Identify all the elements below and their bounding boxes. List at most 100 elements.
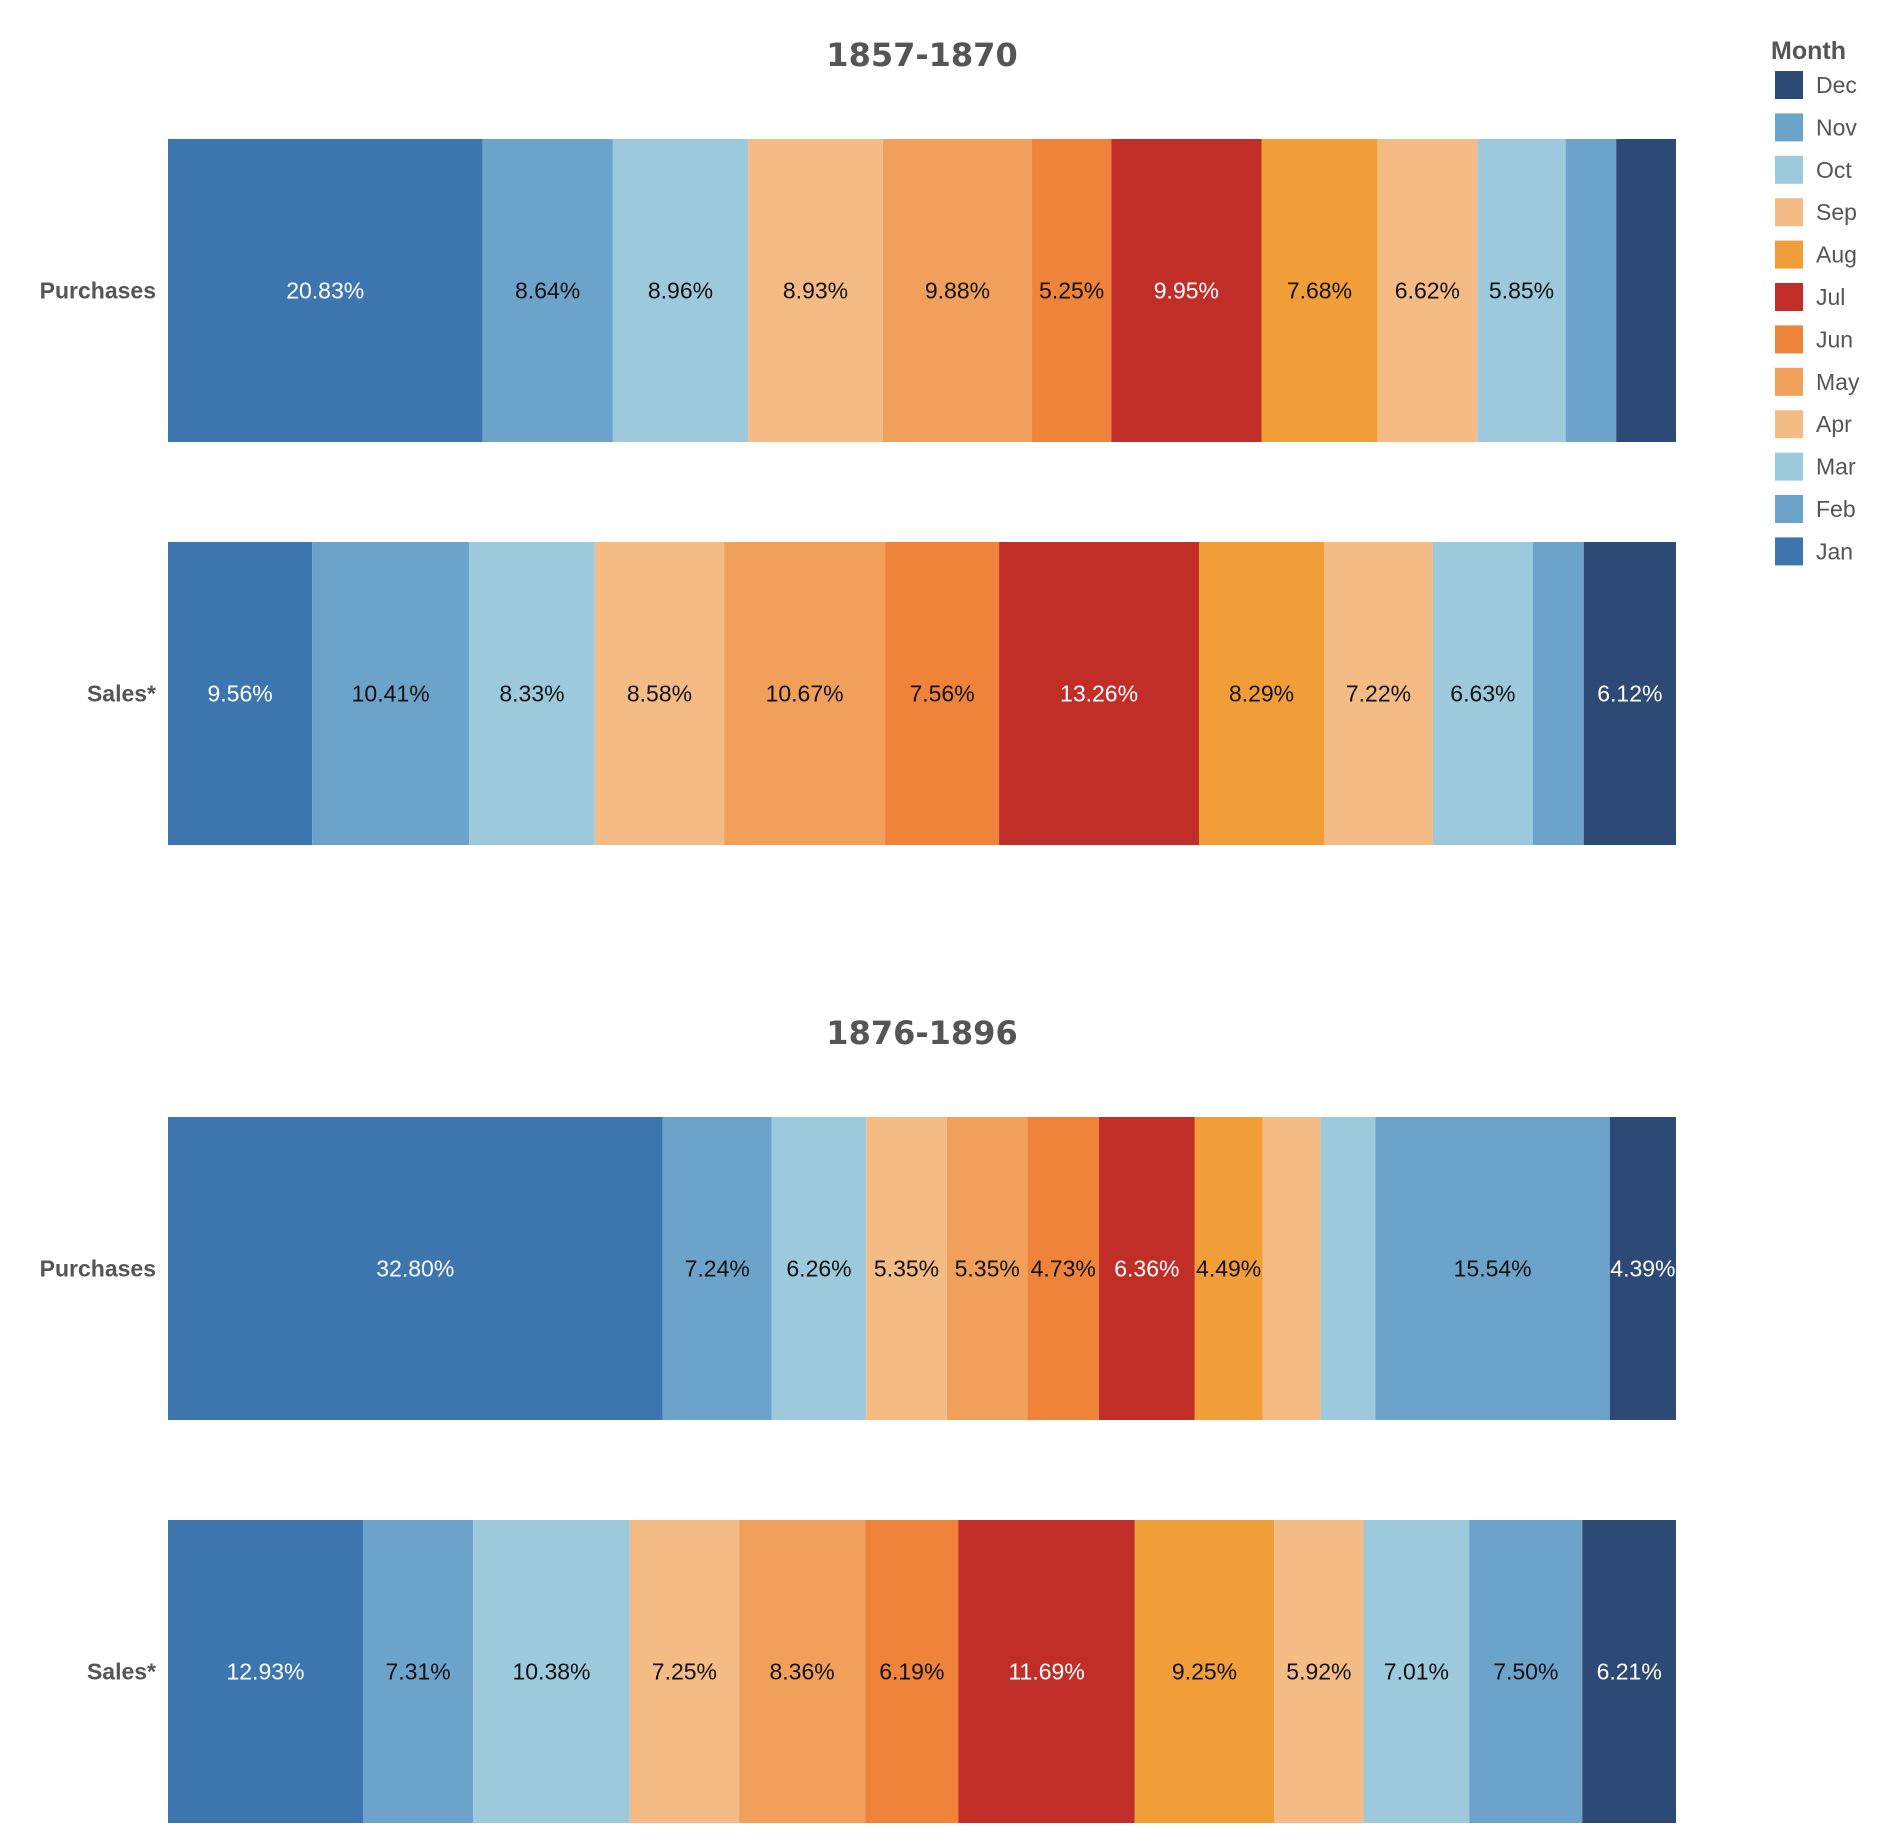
bar-segment-aug[interactable] <box>1261 139 1378 442</box>
bar-row: Purchases 20.83% 8.64% 8.96% 8.93% 9.88% 5.25%… <box>40 139 1676 442</box>
data-label: 10.38% <box>512 1659 590 1685</box>
data-label: 8.93% <box>783 278 848 304</box>
data-label: 5.92% <box>1286 1659 1351 1685</box>
data-label: 7.68% <box>1287 278 1352 304</box>
bar-segment-dec[interactable] <box>1583 542 1676 845</box>
legend-swatch <box>1775 367 1803 396</box>
bar-segment-nov[interactable] <box>1565 139 1617 442</box>
bar-segment-may[interactable] <box>882 139 1033 442</box>
bar-segment-feb[interactable] <box>362 1520 474 1823</box>
data-label: 7.22% <box>1346 681 1411 707</box>
bar-segment-oct[interactable] <box>1432 542 1533 845</box>
legend-item[interactable]: Jun <box>1775 325 1853 354</box>
bar-segment-dec[interactable] <box>1609 1117 1676 1420</box>
legend-item[interactable]: Sep <box>1775 198 1857 227</box>
legend-item[interactable]: Aug <box>1775 240 1857 269</box>
bar-segment-oct[interactable] <box>1477 139 1566 442</box>
legend-swatch <box>1775 283 1803 311</box>
data-label: 5.35% <box>955 1256 1020 1282</box>
bar-segment-sep[interactable] <box>1377 139 1478 442</box>
legend-label: Dec <box>1816 72 1857 98</box>
bar-segment-mar[interactable] <box>469 542 595 845</box>
legend-item[interactable]: Dec <box>1775 71 1857 99</box>
bar-segment-sep[interactable] <box>1262 1117 1321 1420</box>
bar-segment-may[interactable] <box>724 542 886 845</box>
bar-segment-sep[interactable] <box>1274 1520 1364 1823</box>
legend-item[interactable]: Apr <box>1775 410 1852 439</box>
bar-segment-may[interactable] <box>946 1117 1028 1420</box>
data-label: 10.41% <box>352 681 430 707</box>
data-label: 7.01% <box>1384 1659 1449 1685</box>
bar-segment-apr[interactable] <box>594 542 725 845</box>
bar-segment-may[interactable] <box>739 1520 866 1823</box>
data-label: 6.21% <box>1597 1659 1662 1685</box>
bar-segment-oct[interactable] <box>1320 1117 1376 1420</box>
bar-segment-jan[interactable] <box>168 139 483 442</box>
bar-segment-apr[interactable] <box>866 1117 947 1420</box>
bar-segment-jun[interactable] <box>865 1520 959 1823</box>
legend-item[interactable]: Jul <box>1775 283 1845 311</box>
bar-segment-jun[interactable] <box>885 542 1000 845</box>
data-label: 8.33% <box>499 681 564 707</box>
bar-row: Sales* 9.56% 10.41% 8.33% 8.58% 10.67% 7.56% 13… <box>87 542 1676 845</box>
bar-segment-apr[interactable] <box>748 139 883 442</box>
bar-segment-dec[interactable] <box>1616 139 1676 442</box>
legend-swatch <box>1775 240 1803 269</box>
bar-segment-jul[interactable] <box>1111 139 1262 442</box>
legend-item[interactable]: Jan <box>1775 537 1853 566</box>
bar-segment-jul[interactable] <box>999 542 1200 845</box>
bar-segment-dec[interactable] <box>1582 1520 1676 1823</box>
data-label: 6.62% <box>1395 278 1460 304</box>
bar-segment-jan[interactable] <box>168 1117 663 1420</box>
bar-segment-aug[interactable] <box>1134 1520 1275 1823</box>
bar-segment-aug[interactable] <box>1194 1117 1263 1420</box>
bar-row: Sales* 12.93% 7.31% 10.38% 7.25% 8.36% 6.19% 11… <box>87 1520 1676 1823</box>
legend-swatch <box>1775 495 1803 523</box>
bar-segment-jun[interactable] <box>1032 139 1112 442</box>
bar-segment-nov[interactable] <box>1375 1117 1610 1420</box>
legend-item[interactable]: Oct <box>1775 155 1852 184</box>
bar-segment-sep[interactable] <box>1324 542 1433 845</box>
bar-segment-nov[interactable] <box>1532 542 1584 845</box>
legend-swatch <box>1775 452 1803 481</box>
bar-segment-feb[interactable] <box>662 1117 772 1420</box>
bar-segment-aug[interactable] <box>1199 542 1325 845</box>
legend-item[interactable]: Mar <box>1775 452 1856 481</box>
legend-swatch <box>1775 198 1803 227</box>
data-label: 4.39% <box>1610 1256 1675 1282</box>
legend-label: Apr <box>1816 411 1852 437</box>
data-label: 10.67% <box>766 681 844 707</box>
data-label: 4.73% <box>1031 1256 1096 1282</box>
legend-label: Mar <box>1816 454 1856 480</box>
bar-segment-oct[interactable] <box>1363 1520 1470 1823</box>
legend-label: Feb <box>1816 496 1856 522</box>
bar-segment-jan[interactable] <box>168 542 313 845</box>
bar-segment-jul[interactable] <box>958 1520 1135 1823</box>
data-label: 7.25% <box>652 1659 717 1685</box>
panel-1: 1857-1870 Purchases 20.83% 8.64% 8.96% 8.93% 9… <box>40 36 1676 845</box>
data-label: 7.24% <box>685 1256 750 1282</box>
bar-segment-nov[interactable] <box>1469 1520 1583 1823</box>
bar-segment-feb[interactable] <box>482 139 613 442</box>
data-label: 20.83% <box>286 278 364 304</box>
legend-item[interactable]: May <box>1775 367 1860 396</box>
legend-item[interactable]: Nov <box>1775 113 1857 142</box>
legend-label: Nov <box>1816 114 1857 140</box>
chart-panels: 1857-1870 Purchases 20.83% 8.64% 8.96% 8.93% 9… <box>40 36 1676 1823</box>
panel-title: 1876-1896 <box>826 1014 1017 1052</box>
bar-segment-mar[interactable] <box>473 1520 630 1823</box>
bar-segment-mar[interactable] <box>771 1117 867 1420</box>
bar-segment-jan[interactable] <box>168 1520 363 1823</box>
legend-item[interactable]: Feb <box>1775 495 1856 523</box>
bar-segment-jun[interactable] <box>1027 1117 1099 1420</box>
bar-segment-jul[interactable] <box>1098 1117 1195 1420</box>
data-label: 4.49% <box>1196 1256 1261 1282</box>
bar-segment-feb[interactable] <box>312 542 470 845</box>
legend-label: May <box>1816 369 1860 395</box>
data-label: 32.80% <box>376 1256 454 1282</box>
legend-label: Aug <box>1816 242 1857 268</box>
bar-segment-apr[interactable] <box>629 1520 740 1823</box>
data-label: 6.19% <box>879 1659 944 1685</box>
bar-segment-mar[interactable] <box>612 139 749 442</box>
